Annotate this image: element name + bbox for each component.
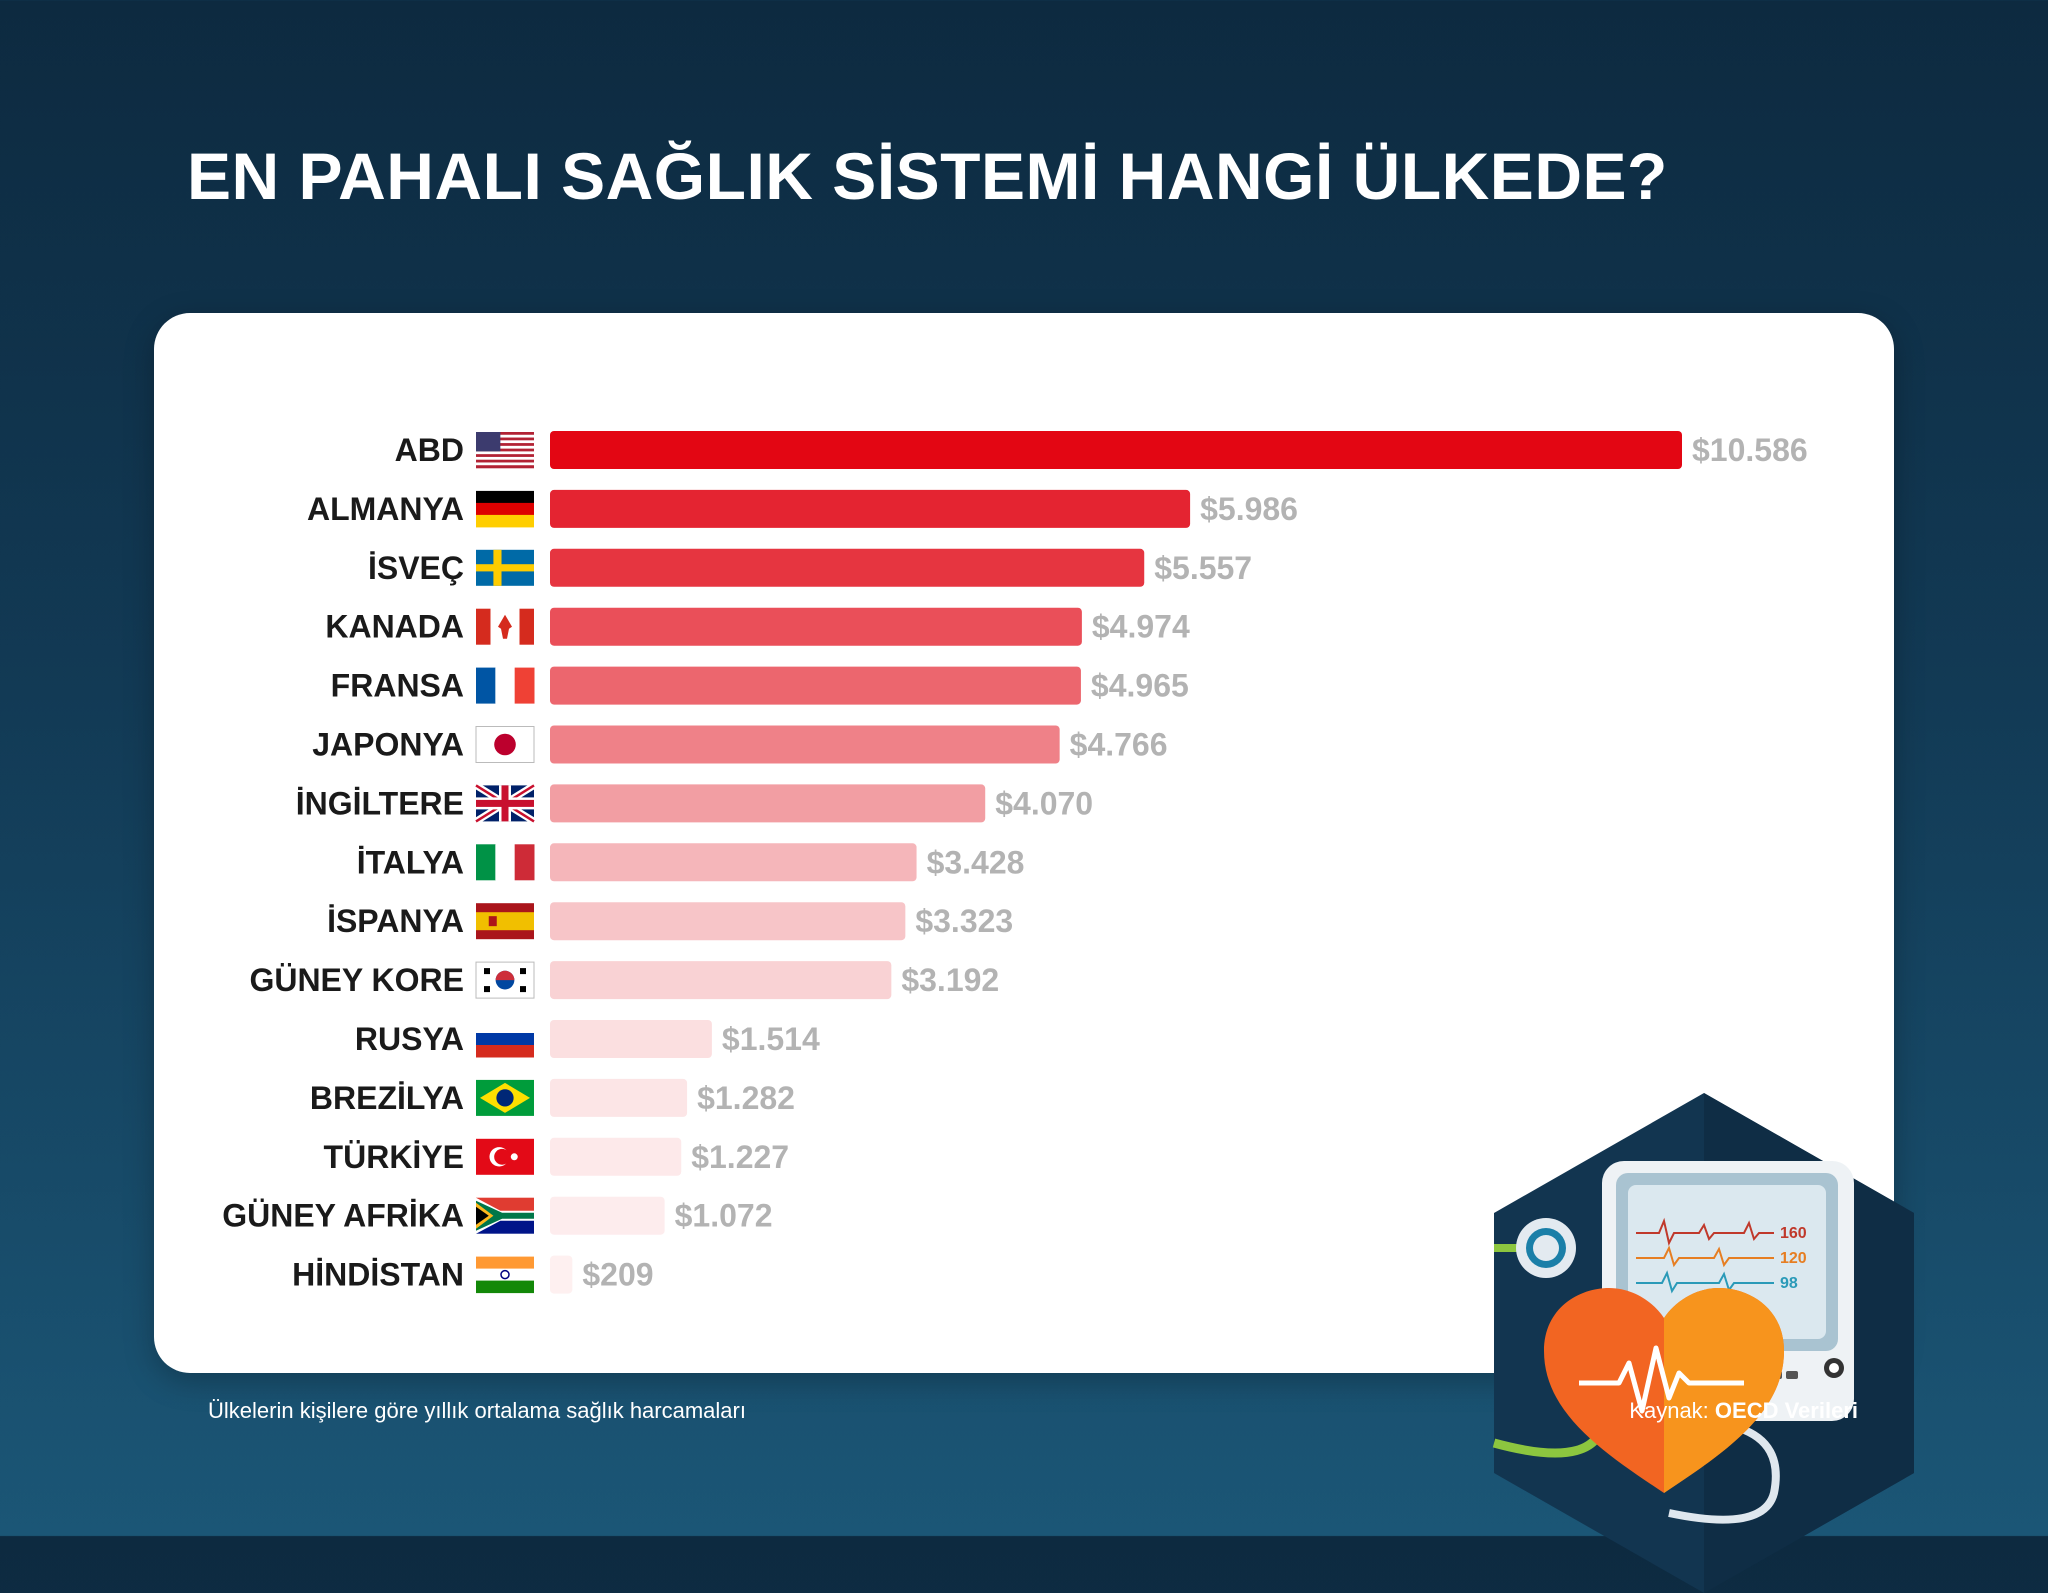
source-value: OECD Verileri (1714, 1398, 1858, 1423)
value-label: $5.986 (1200, 491, 1298, 527)
country-label: ABD (395, 432, 464, 468)
bar (550, 784, 986, 823)
country-label: GÜNEY KORE (249, 962, 464, 998)
value-label: $10.586 (1692, 432, 1808, 468)
bar (550, 725, 1060, 764)
value-label: $1.072 (675, 1198, 773, 1234)
france-flag-icon (476, 667, 535, 704)
value-label: $4.974 (1092, 609, 1190, 645)
russia-flag-icon (476, 1021, 534, 1058)
country-label: FRANSA (331, 668, 464, 704)
monitor-reading: 98 (1780, 1275, 1798, 1292)
uk-flag-icon (474, 782, 536, 825)
us-flag-icon (476, 432, 534, 469)
country-label: RUSYA (355, 1021, 464, 1057)
value-label: $209 (582, 1257, 653, 1293)
footnote: Ülkelerin kişilere göre yıllık ortalama … (208, 1398, 746, 1423)
value-label: $5.557 (1154, 550, 1252, 586)
country-label: TÜRKİYE (324, 1139, 464, 1175)
monitor-reading: 160 (1780, 1225, 1807, 1242)
value-label: $1.282 (697, 1080, 795, 1116)
page-title: EN PAHALI SAĞLIK SİSTEMİ HANGİ ÜLKEDE? (187, 139, 1668, 213)
south-africa-flag-icon (476, 1197, 534, 1234)
value-label: $4.070 (995, 785, 1093, 821)
bar (550, 666, 1081, 705)
bar (550, 1137, 682, 1176)
bar (550, 431, 1682, 469)
source-credit: Kaynak: OECD Verileri (1629, 1398, 1858, 1424)
country-label: İNGİLTERE (296, 785, 464, 821)
value-label: $3.428 (927, 844, 1025, 880)
bar (550, 1078, 688, 1117)
country-label: JAPONYA (312, 727, 464, 763)
south-korea-flag-icon (475, 961, 535, 999)
bar (550, 1196, 665, 1235)
country-label: HİNDİSTAN (292, 1257, 464, 1293)
value-label: $1.227 (691, 1139, 789, 1175)
medical-monitor-illustration: 160 120 98 (1492, 1093, 1914, 1593)
country-label: İTALYA (357, 844, 464, 880)
country-label: İSPANYA (327, 903, 464, 939)
value-label: $4.965 (1091, 668, 1189, 704)
source-label: Kaynak: (1629, 1398, 1709, 1423)
india-flag-icon (476, 1256, 534, 1294)
value-label: $3.323 (915, 903, 1013, 939)
bar (550, 548, 1145, 587)
bar (550, 607, 1082, 646)
bar (550, 489, 1191, 528)
bar (550, 961, 892, 1000)
bar (550, 1020, 712, 1058)
country-label: KANADA (325, 609, 464, 645)
heart-icon (1544, 1288, 1784, 1493)
bar-chart: ABD $10.586 ALMANYA $5.986 İSVEÇ $5.557 KANADA… (222, 431, 1808, 1294)
country-label: GÜNEY AFRİKA (222, 1198, 464, 1234)
spain-flag-icon (476, 903, 534, 940)
bar (550, 902, 906, 941)
bar (550, 1255, 573, 1294)
monitor-reading: 120 (1780, 1250, 1807, 1267)
value-label: $4.766 (1070, 727, 1168, 763)
bar (550, 843, 917, 882)
canada-flag-icon (476, 608, 534, 645)
country-label: İSVEÇ (368, 550, 464, 586)
country-label: BREZİLYA (310, 1080, 464, 1116)
brazil-flag-icon (476, 1079, 534, 1116)
chart-card: ABD $10.586 ALMANYA $5.986 İSVEÇ $5.557 KANADA… (154, 313, 1914, 1593)
japan-flag-icon (475, 726, 535, 763)
turkey-flag-icon (476, 1138, 534, 1175)
value-label: $3.192 (901, 962, 999, 998)
sweden-flag-icon (476, 549, 534, 586)
germany-flag-icon (476, 490, 534, 528)
italy-flag-icon (476, 844, 535, 881)
value-label: $1.514 (722, 1021, 820, 1057)
country-label: ALMANYA (307, 491, 464, 527)
